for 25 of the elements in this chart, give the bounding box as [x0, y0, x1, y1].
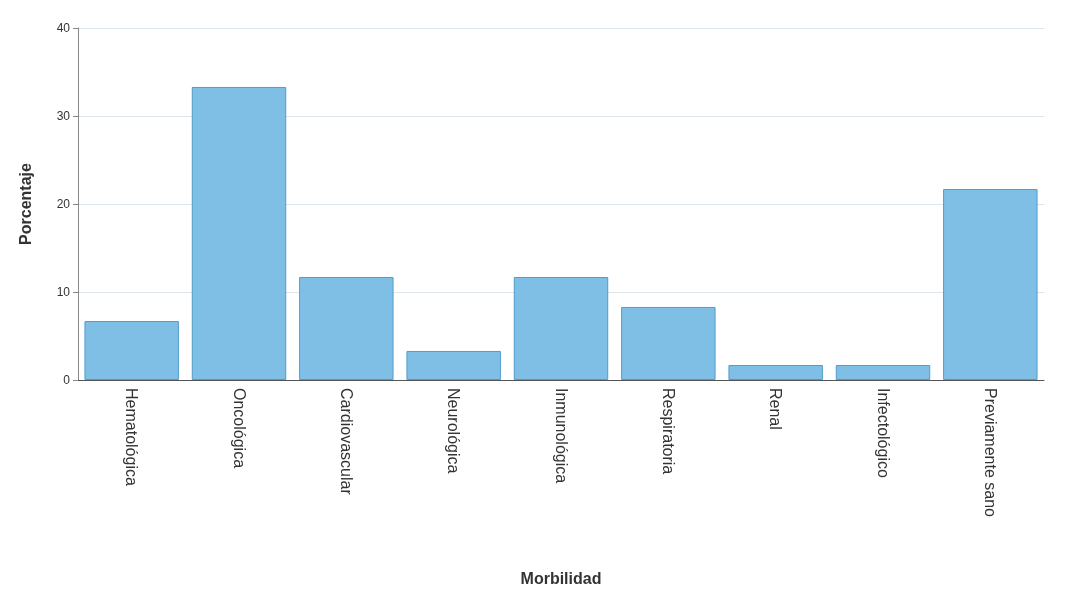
- x-tick-label: Neurológica: [445, 388, 463, 474]
- bar: [835, 365, 931, 380]
- x-tick-label: Respiratoria: [659, 388, 677, 475]
- x-tick-label: Infectológico: [874, 388, 892, 478]
- y-tick-label: 0: [63, 373, 71, 387]
- x-tick-label: Renal: [767, 388, 785, 430]
- x-tick-label: Previamente sano: [981, 388, 999, 518]
- bar: [84, 321, 179, 380]
- bar: [621, 306, 716, 380]
- x-tick-label: Oncológica: [230, 388, 248, 469]
- x-tick-label: Hematológica: [123, 388, 141, 486]
- bar: [728, 365, 823, 380]
- y-tick-label: 20: [56, 197, 71, 211]
- y-tick-label: 40: [56, 21, 71, 35]
- bar: [299, 277, 394, 380]
- bar: [943, 189, 1038, 380]
- y-tick-label: 30: [56, 109, 71, 123]
- bar: [191, 86, 287, 380]
- x-axis-title: Morbilidad: [520, 569, 602, 587]
- y-tick-label: 10: [56, 285, 71, 299]
- bar: [406, 350, 501, 380]
- x-tick-label: Cardiovascular: [337, 388, 355, 496]
- y-axis-title: Porcentaje: [16, 162, 34, 245]
- x-tick-label: Inmunológica: [552, 388, 570, 484]
- bar: [513, 277, 609, 380]
